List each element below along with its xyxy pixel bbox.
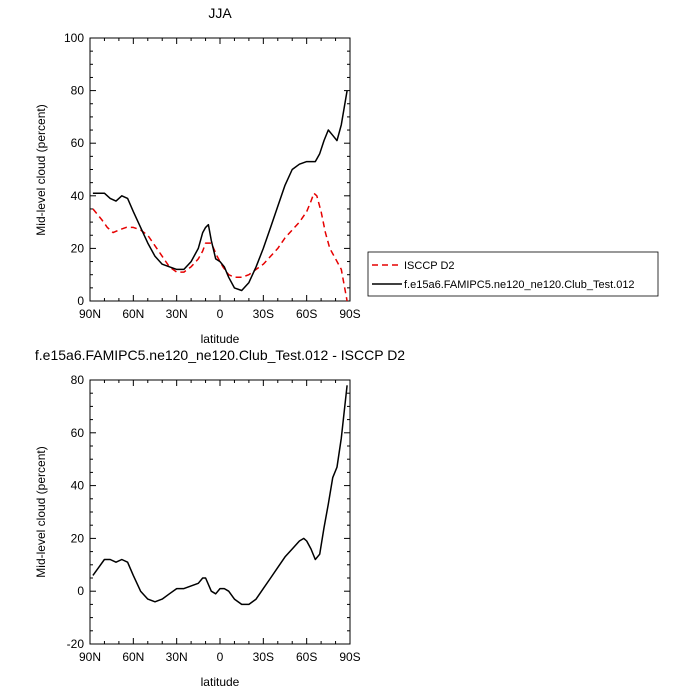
series-lines-bottom: [92, 385, 348, 606]
axis-ticks-top: 90N 60N 30N 0 30S 60S 90S 0 20 40 60 80 100: [64, 31, 361, 321]
x-tick-label: 90N: [79, 650, 101, 664]
y-tick-label: 0: [77, 584, 84, 598]
legend-label-isccp-d2: ISCCP D2: [404, 260, 455, 272]
y-tick-label: 100: [64, 31, 84, 45]
y-tick-label: 60: [71, 136, 85, 150]
y-tick-label: 20: [71, 241, 85, 255]
chart-title-top: JJA: [208, 5, 232, 21]
y-tick-label: -20: [67, 637, 85, 651]
x-tick-label: 30S: [253, 650, 274, 664]
series-line-isccp-d2: [92, 192, 348, 302]
x-tick-label: 30S: [253, 307, 274, 321]
y-tick-label: 0: [77, 294, 84, 308]
y-tick-label: 80: [71, 373, 85, 387]
legend-label-model: f.e15a6.FAMIPC5.ne120_ne120.Club_Test.01…: [404, 279, 635, 291]
series-line-difference: [92, 385, 348, 606]
x-tick-label: 90N: [79, 307, 101, 321]
y-axis-label-bottom: Mid-level cloud (percent): [34, 446, 48, 577]
x-tick-label: 30N: [166, 650, 188, 664]
x-axis-label-top: latitude: [201, 332, 240, 346]
x-tick-label: 0: [217, 650, 224, 664]
legend: ISCCP D2 f.e15a6.FAMIPC5.ne120_ne120.Clu…: [367, 251, 659, 297]
y-tick-label: 40: [71, 479, 85, 493]
series-line-model: [92, 90, 348, 292]
x-tick-label: 30N: [166, 307, 188, 321]
y-tick-label: 20: [71, 531, 85, 545]
x-axis-label-bottom: latitude: [201, 675, 240, 689]
y-axis-label-top: Mid-level cloud (percent): [34, 104, 48, 235]
x-tick-label: 90S: [339, 650, 360, 664]
chart-panel-top: JJA 90N 60N 30N 0 30S 60S 90S 0 20 40 60 80 100 lati…: [34, 5, 659, 346]
y-tick-label: 80: [71, 84, 85, 98]
x-tick-label: 90S: [339, 307, 360, 321]
axis-ticks-bottom: 90N 60N 30N 0 30S 60S 90S -20 0 20 40 60 80: [67, 373, 361, 664]
plot-frame-bottom: [89, 379, 351, 645]
x-tick-label: 60N: [122, 307, 144, 321]
series-lines-top: [92, 90, 348, 302]
chart-title-bottom: f.e15a6.FAMIPC5.ne120_ne120.Club_Test.01…: [35, 347, 405, 363]
legend-box: [367, 251, 659, 297]
x-tick-label: 60S: [296, 650, 317, 664]
x-tick-label: 0: [217, 307, 224, 321]
y-tick-label: 60: [71, 426, 85, 440]
x-tick-label: 60S: [296, 307, 317, 321]
y-tick-label: 40: [71, 189, 85, 203]
x-tick-label: 60N: [122, 650, 144, 664]
chart-panel-bottom: f.e15a6.FAMIPC5.ne120_ne120.Club_Test.01…: [34, 347, 405, 689]
